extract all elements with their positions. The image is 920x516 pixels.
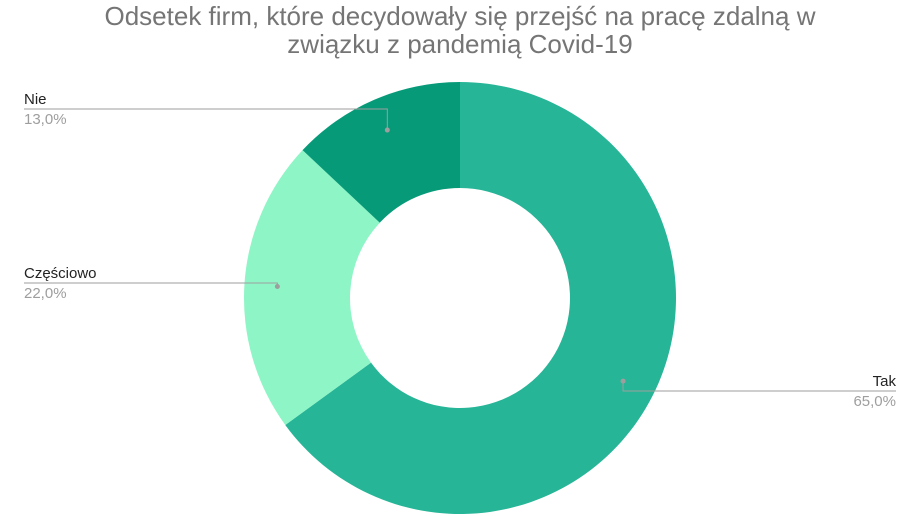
slice-0 <box>285 82 676 514</box>
slice-labels: Tak 65,0% Częściowo 22,0% Nie 13,0% <box>24 91 896 410</box>
slice-value-label-2: 13,0% <box>24 111 67 128</box>
slice-label-1: Częściowo <box>24 265 97 282</box>
slice-1 <box>244 150 380 425</box>
slice-value-label-0: 65,0% <box>853 393 896 410</box>
leader-line-2 <box>24 108 388 131</box>
slice-label-2: Nie <box>24 91 47 108</box>
chart-title: Odsetek firm, które decydowały się przej… <box>0 2 920 58</box>
leader-line-0 <box>622 381 896 392</box>
leader-dot-2 <box>384 127 390 133</box>
donut-slices <box>244 82 676 514</box>
chart-title-line-1: Odsetek firm, które decydowały się przej… <box>104 1 816 31</box>
leader-dot-0 <box>620 378 626 384</box>
chart-title-line-2: związku z pandemią Covid-19 <box>287 29 633 59</box>
leader-dot-1 <box>274 284 280 290</box>
slice-2 <box>302 82 460 223</box>
slice-value-label-1: 22,0% <box>24 285 67 302</box>
slice-label-0: Tak <box>873 373 897 390</box>
